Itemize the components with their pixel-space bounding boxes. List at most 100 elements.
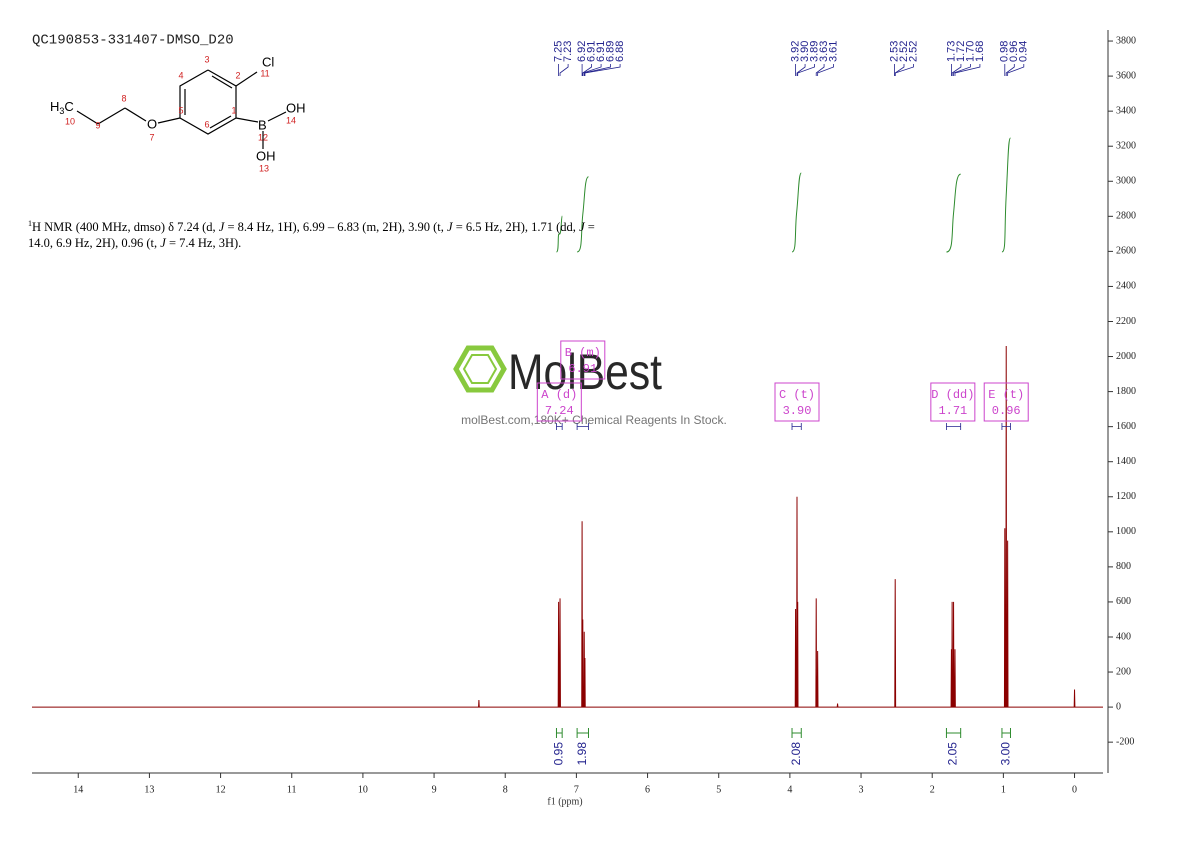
integral-bracket — [791, 728, 802, 738]
integral-label: 3.00 — [998, 742, 1012, 766]
x-tick-label: 13 — [144, 784, 154, 795]
peak-label: 6.89 — [604, 41, 616, 62]
bond — [209, 115, 232, 129]
peak-label: 7.23 — [562, 41, 574, 62]
y-tick-label: 1800 — [1116, 386, 1136, 397]
description-run: H NMR (400 MHz, dmso) δ 7.24 (d, — [32, 220, 219, 235]
multiplet-name: D (dd) — [931, 388, 974, 402]
multiplet-shift: 0.96 — [992, 404, 1021, 418]
peak-label: 1.68 — [974, 41, 986, 62]
integral-bracket — [576, 728, 589, 738]
multiplet-shift: 1.71 — [938, 404, 967, 418]
bond — [97, 107, 126, 125]
brand: MolBest — [508, 344, 662, 400]
multiplet-name: A (d) — [541, 388, 577, 402]
y-tick-label: 1400 — [1116, 456, 1136, 467]
locant: 5 — [178, 105, 183, 115]
multiplet-box — [983, 382, 1029, 422]
y-tick-label: 3000 — [1116, 176, 1136, 187]
peak-label: 0.94 — [1018, 41, 1030, 62]
integral-bracket — [1001, 728, 1011, 738]
atom: 3 — [59, 106, 64, 116]
description-run: = 6.5 Hz, 2H), 1.71 (dd, — [452, 220, 580, 235]
locant: 8 — [121, 93, 126, 103]
multiplet-range — [556, 423, 563, 430]
watermark: MolBest molBest.com,180K+ Chemical Reage… — [453, 344, 727, 427]
x-tick-label: 11 — [287, 784, 297, 795]
integral-bracket — [555, 728, 563, 738]
y-tick-label: 2000 — [1116, 351, 1136, 362]
tagline: molBest.com,180K+ Chemical Reagents In S… — [461, 413, 727, 427]
bond — [124, 107, 147, 122]
description-run: = 7.4 Hz, 3H). — [165, 236, 242, 251]
locant: 14 — [286, 115, 296, 125]
locant: 4 — [178, 70, 183, 80]
peak-connector — [584, 64, 621, 76]
multiplet-range — [576, 423, 589, 430]
integral-bracket — [945, 728, 962, 738]
peak-connector — [894, 64, 914, 76]
locant: 7 — [149, 132, 154, 142]
peak-connector — [815, 64, 825, 76]
y-tick-label: 400 — [1116, 631, 1131, 642]
atom-labels: Cl OH B OH O H3C — [50, 54, 306, 163]
x-tick-label: 9 — [432, 784, 437, 795]
multiplet-range — [1001, 423, 1011, 430]
atom: C — [64, 99, 73, 114]
peak-connector — [817, 64, 834, 76]
locant: 2 — [235, 70, 240, 80]
peak-label: 7.25 — [553, 41, 565, 62]
atom: H — [50, 99, 59, 114]
y-tick-label: 200 — [1116, 666, 1131, 677]
integral-label: 0.95 — [551, 742, 565, 766]
peak-connector — [951, 64, 962, 76]
y-tick-label: 1000 — [1116, 526, 1136, 537]
x-tick-label: 7 — [574, 784, 579, 795]
peak-connector — [559, 64, 569, 76]
peak-label: 6.92 — [576, 41, 588, 62]
peak-connector — [1005, 64, 1015, 76]
peak-label: 3.89 — [808, 41, 820, 62]
description-run: = 8.4 Hz, 1H), 6.99 – 6.83 (m, 2H), 3.90… — [224, 220, 448, 235]
y-tick-label: 600 — [1116, 596, 1131, 607]
integral-curve — [576, 176, 589, 253]
molecule — [76, 69, 287, 149]
locant: 1 — [231, 105, 236, 115]
multiplet-shift: 6.91 — [568, 362, 597, 376]
peak-label: 0.96 — [1008, 41, 1020, 62]
peak-connector — [796, 64, 806, 76]
y-tick-label: 3400 — [1116, 105, 1136, 116]
peak-connector — [954, 64, 981, 76]
x-tick-label: 2 — [930, 784, 935, 795]
bond — [267, 111, 287, 122]
logo — [462, 354, 498, 384]
y-tick-label: 2200 — [1116, 316, 1136, 327]
multiplet-name: B (m) — [565, 346, 601, 360]
atom: H3C — [50, 99, 74, 116]
peak-label: 3.92 — [789, 41, 801, 62]
peak-label: 3.90 — [799, 41, 811, 62]
locant: 6 — [204, 119, 209, 129]
y-tick-label: 800 — [1116, 561, 1131, 572]
peak-connector — [894, 64, 905, 76]
multiplet-name: E (t) — [988, 388, 1024, 402]
y-tick-label: 1200 — [1116, 491, 1136, 502]
atom: Cl — [262, 54, 274, 69]
integral-label: 2.08 — [789, 742, 803, 766]
y-tick-label: 2400 — [1116, 281, 1136, 292]
description-run: J — [218, 220, 225, 235]
x-tick-label: 14 — [73, 784, 83, 795]
peak-label: 2.53 — [888, 41, 900, 62]
peak-label: 6.91 — [585, 41, 597, 62]
bond — [235, 71, 258, 87]
x-tick-label: 4 — [787, 784, 792, 795]
atom: B — [258, 117, 267, 132]
bond — [76, 110, 99, 125]
integral-curve — [555, 215, 563, 253]
multiplet-range — [791, 423, 802, 430]
peak-connector — [797, 64, 815, 76]
x-axis-label: f1 (ppm) — [547, 796, 582, 807]
x-tick-label: 12 — [216, 784, 226, 795]
